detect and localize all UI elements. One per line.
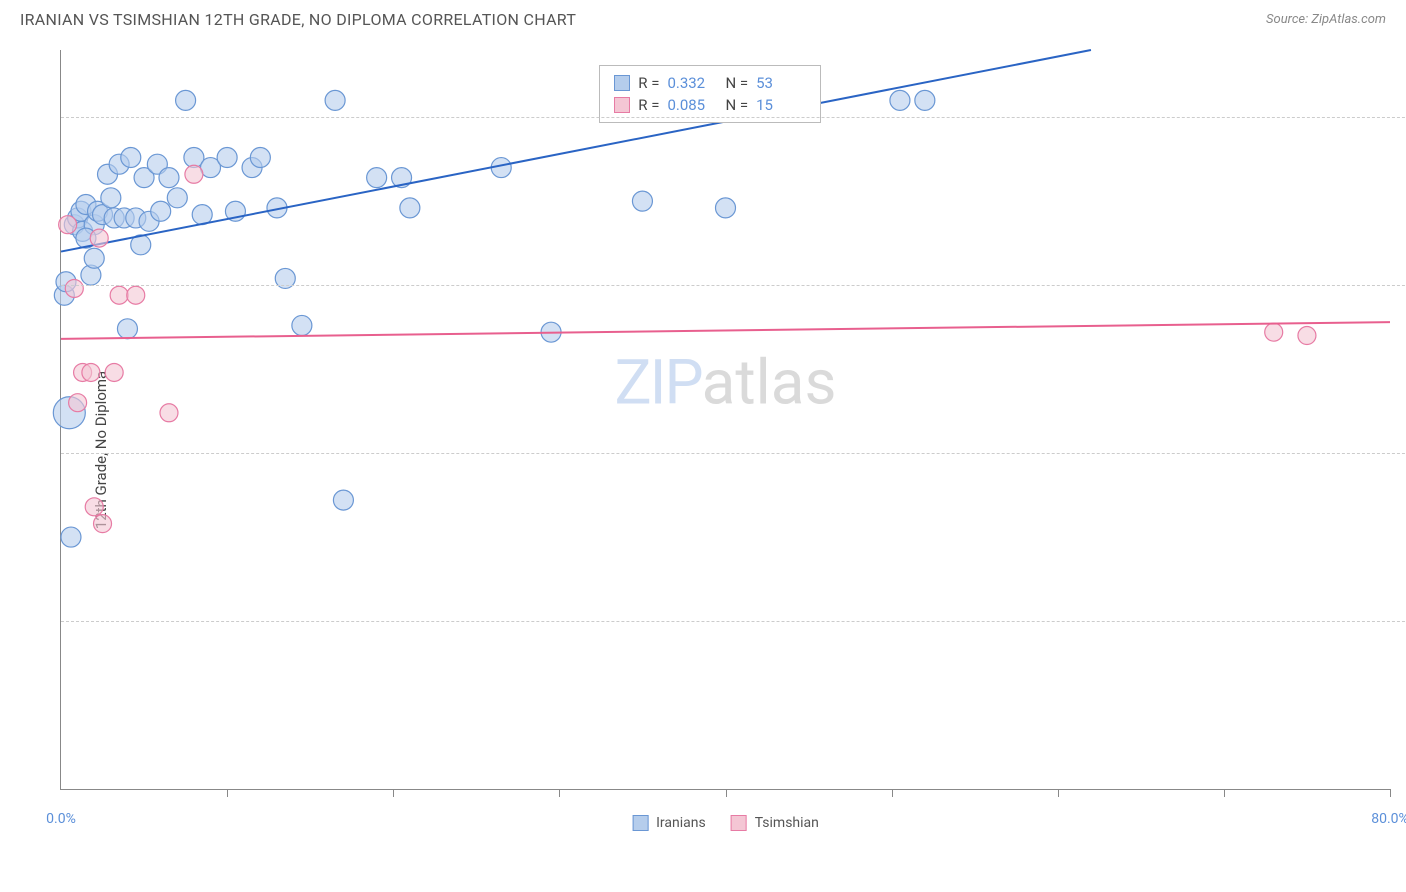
data-point xyxy=(151,201,171,221)
data-point xyxy=(890,90,910,110)
stat-n-value: 53 xyxy=(756,74,806,92)
data-point xyxy=(69,394,87,412)
data-point xyxy=(85,498,103,516)
data-point xyxy=(90,229,108,247)
data-point xyxy=(61,527,81,547)
x-tick xyxy=(1224,789,1225,797)
stats-row: R = 0.085 N = 15 xyxy=(614,94,806,116)
legend-label: Tsimshian xyxy=(755,815,819,831)
data-point xyxy=(117,319,137,339)
legend-swatch xyxy=(632,815,648,831)
stat-label: R = xyxy=(638,74,659,92)
stats-legend-box: R = 0.332 N = 53 R = 0.085 N = 15 xyxy=(599,65,821,123)
stats-row: R = 0.332 N = 53 xyxy=(614,72,806,94)
data-point xyxy=(292,315,312,335)
data-point xyxy=(333,490,353,510)
data-point xyxy=(159,168,179,188)
legend-swatch xyxy=(614,75,630,91)
stat-label: R = xyxy=(638,96,659,114)
data-point xyxy=(250,147,270,167)
data-point xyxy=(160,404,178,422)
gridline xyxy=(61,621,1406,622)
data-point xyxy=(84,248,104,268)
data-point xyxy=(217,147,237,167)
x-tick xyxy=(1058,789,1059,797)
gridline xyxy=(61,117,1406,118)
data-point xyxy=(127,286,145,304)
stat-label: N = xyxy=(725,96,748,114)
stat-n-value: 15 xyxy=(756,96,806,114)
stat-r-value: 0.332 xyxy=(667,74,717,92)
x-tick-label: 0.0% xyxy=(46,811,76,827)
legend-item: Tsimshian xyxy=(731,815,819,831)
x-tick xyxy=(227,789,228,797)
gridline xyxy=(61,285,1406,286)
data-point xyxy=(185,165,203,183)
legend-swatch xyxy=(614,97,630,113)
data-point xyxy=(367,168,387,188)
data-point xyxy=(105,363,123,381)
x-tick xyxy=(726,789,727,797)
data-point xyxy=(59,216,77,234)
regression-line xyxy=(61,322,1390,339)
data-point xyxy=(400,198,420,218)
chart-container: 12th Grade, No Diploma ZIPatlas R =0.332… xyxy=(40,50,1390,850)
gridline xyxy=(61,453,1406,454)
x-tick xyxy=(393,789,394,797)
data-point xyxy=(1298,327,1316,345)
data-point xyxy=(65,279,83,297)
legend-item: Iranians xyxy=(632,815,706,831)
data-point xyxy=(716,198,736,218)
stat-label: N = xyxy=(725,74,748,92)
data-point xyxy=(1265,323,1283,341)
x-tick xyxy=(892,789,893,797)
x-tick xyxy=(1390,789,1391,797)
data-point xyxy=(121,147,141,167)
data-point xyxy=(94,515,112,533)
x-tick xyxy=(559,789,560,797)
data-point xyxy=(110,286,128,304)
data-point xyxy=(167,188,187,208)
data-point xyxy=(325,90,345,110)
legend-swatch xyxy=(731,815,747,831)
stat-r-value: 0.085 xyxy=(667,96,717,114)
x-tick-label: 80.0% xyxy=(1371,811,1406,827)
footer-legend: Iranians Tsimshian xyxy=(632,815,819,831)
data-point xyxy=(82,363,100,381)
regression-line xyxy=(61,50,1091,252)
data-point xyxy=(176,90,196,110)
legend-label: Iranians xyxy=(656,815,706,831)
chart-svg xyxy=(61,50,1390,789)
data-point xyxy=(915,90,935,110)
chart-title: IRANIAN VS TSIMSHIAN 12TH GRADE, NO DIPL… xyxy=(20,10,576,29)
data-point xyxy=(101,188,121,208)
chart-source: Source: ZipAtlas.com xyxy=(1266,12,1386,27)
plot-area: ZIPatlas R =0.332N =53R =0.085N =15 Iran… xyxy=(60,50,1390,790)
data-point xyxy=(632,191,652,211)
